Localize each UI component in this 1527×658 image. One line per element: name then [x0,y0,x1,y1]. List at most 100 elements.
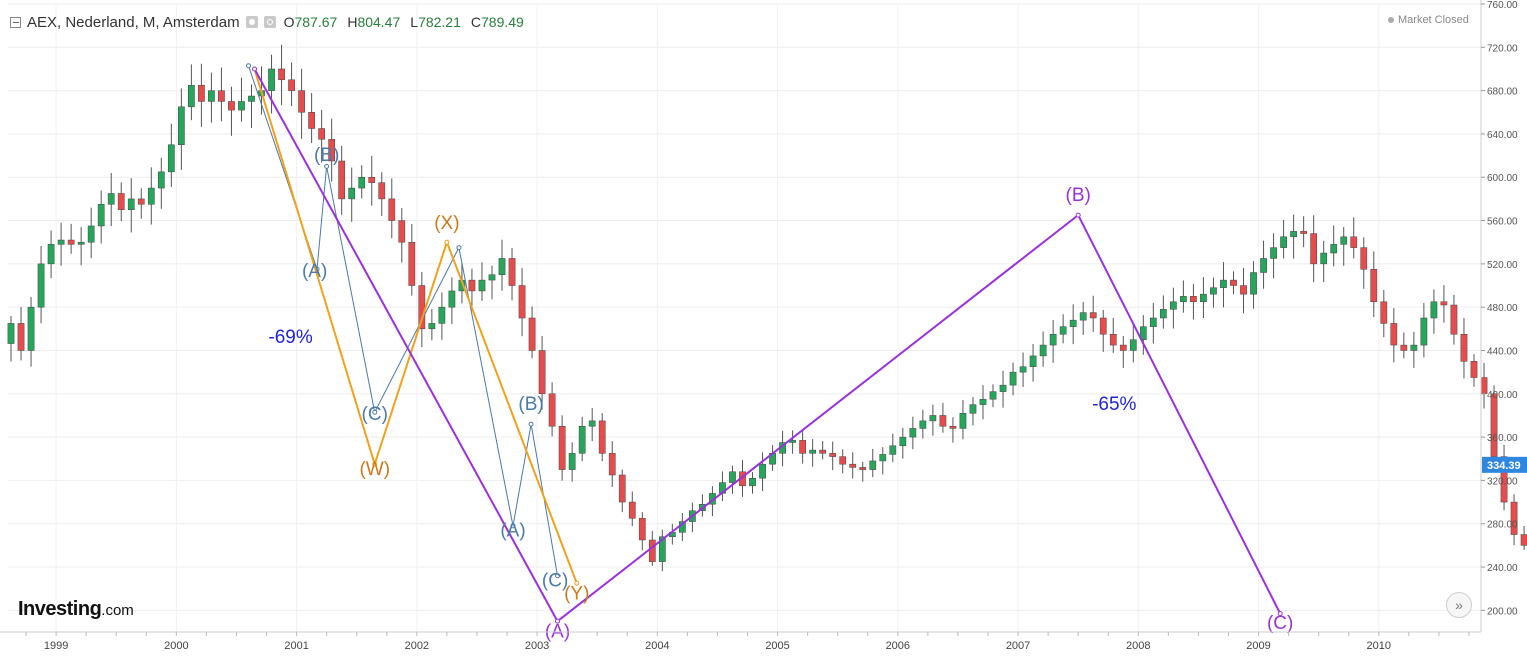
candle [538,350,546,395]
candle [117,193,125,210]
time-tick-label: 2002 [405,640,429,652]
wave-line-blue-node [372,409,378,415]
candle [979,398,987,405]
candle [1290,231,1297,238]
price-tick-label: 280.00 [1487,520,1518,531]
candle [809,449,816,454]
candle [368,176,376,183]
collapse-icon[interactable] [10,16,21,28]
candle [839,456,847,465]
scroll-to-latest-button[interactable]: » [1446,592,1472,618]
candle [889,445,897,455]
candle [1270,247,1277,259]
candle [919,420,927,429]
candle [1440,301,1448,306]
candle [308,112,315,129]
ohlc-readout: O787.67 H804.47 L782.21 C789.49 [284,14,524,30]
candle [228,101,235,111]
candle [729,471,736,483]
candle [97,204,105,227]
candle [1059,326,1067,335]
price-tick-label: 400.00 [1487,390,1518,401]
candle [1400,344,1408,351]
candle [929,415,937,422]
candle [1029,355,1037,367]
candle [1089,312,1097,319]
candle [278,68,285,81]
chart-header: AEX, Nederland, M, Amsterdam O787.67 H80… [10,12,524,32]
candle [147,187,155,205]
candle [588,420,596,427]
last-price-badge [1482,456,1527,473]
candle [127,198,135,210]
candle [518,285,526,319]
candle [208,90,215,102]
candle [879,454,887,462]
candle [157,171,165,189]
candle [1190,296,1197,303]
candle [1500,456,1508,503]
wave-label: (C) [1267,613,1293,634]
candle [1039,344,1047,357]
price-tick-label: 720.00 [1487,43,1518,54]
candle [1119,344,1127,351]
candle [1250,272,1257,295]
candle [1520,534,1527,546]
candle [618,474,626,503]
wave-label: (A) [302,261,327,282]
wave-label: (C) [542,571,568,592]
wave-label: (W) [359,459,390,480]
wave-line-purple-node [1075,212,1081,218]
candle [849,463,857,468]
price-tick-label: 480.00 [1487,303,1518,314]
candle [1320,252,1328,265]
candle [1049,333,1057,346]
candle [348,187,356,200]
candle [899,436,907,447]
candle [17,323,25,351]
candle [378,182,386,200]
candle [1210,287,1217,295]
candle [1310,233,1318,265]
candle [1330,244,1338,254]
price-tick-label: 240.00 [1487,563,1518,574]
wave-line-blue-node [456,245,462,251]
wave-line-blue [248,65,558,576]
candle [488,274,496,281]
candle [749,477,756,487]
candle [498,258,506,275]
ohlc-low: L782.21 [410,14,461,30]
ohlc-close: C789.49 [470,14,524,30]
candle [438,306,446,324]
candle [1180,296,1187,303]
candle [167,144,175,173]
double-chevron-right-icon: » [1455,597,1463,613]
time-tick-label: 2010 [1367,640,1391,652]
time-tick-label: 2004 [645,640,669,652]
wave-label: (X) [434,213,459,234]
candle [949,426,957,429]
time-tick-label: 1999 [44,640,68,652]
candle [819,449,827,454]
candle [1109,333,1117,346]
candle [759,463,766,479]
candle [658,536,666,562]
wave-line-blue-node [245,63,251,69]
candle [268,68,275,91]
status-dot-icon [1388,17,1394,23]
ohlc-high: H804.47 [347,14,401,30]
candle [1149,317,1157,327]
price-tick-label: 440.00 [1487,346,1518,357]
candle [1240,285,1247,295]
price-tick-label: 600.00 [1487,173,1518,184]
symbol-title: AEX, Nederland, M, Amsterdam [27,13,240,31]
candle [1370,269,1378,303]
visibility-icon[interactable] [245,16,258,28]
wave-line-orange-node [372,461,378,467]
candle [468,279,476,292]
settings-icon[interactable] [263,16,276,28]
candle [37,263,45,308]
candle [1129,339,1137,351]
price-tick-label: 200.00 [1487,606,1518,617]
